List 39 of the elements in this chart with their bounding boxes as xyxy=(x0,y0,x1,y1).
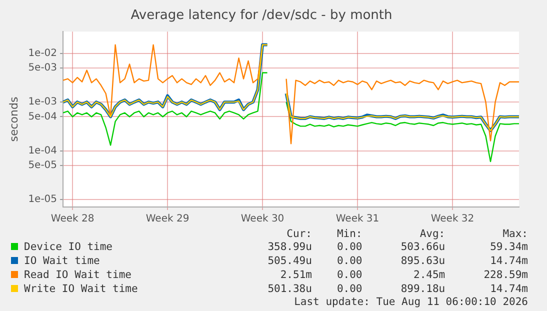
text: 899.18u xyxy=(400,282,446,296)
legend-label: IO Wait time xyxy=(24,255,100,267)
y-tick-label: 5e-04 xyxy=(28,111,58,122)
text: 0.00 xyxy=(336,254,364,268)
x-tick-label: Week 32 xyxy=(430,214,474,225)
y-tick-label: 1e-05 xyxy=(28,194,58,206)
y-tick-label: 5e-03 xyxy=(28,62,58,74)
text: 0.00 xyxy=(336,240,364,254)
text: 14.74m xyxy=(489,254,529,268)
x-tick-label: Week 29 xyxy=(146,214,190,225)
text: 503.66u xyxy=(400,240,446,254)
chart-title: Average latency for /dev/sdc - by month xyxy=(130,8,392,24)
x-tick-label: Week 30 xyxy=(240,214,284,225)
legend-label: Device IO time xyxy=(24,241,113,253)
y-tick-label: 1e-04 xyxy=(28,145,58,156)
text: 228.59m xyxy=(482,268,529,282)
text: 358.99u xyxy=(266,240,313,254)
text: 2.51m xyxy=(279,268,313,282)
text: Cur: xyxy=(286,228,313,240)
y-tick-label: 1e-03 xyxy=(28,96,58,108)
text: 895.63u xyxy=(400,254,446,268)
text: 0.00 xyxy=(336,268,364,282)
text: Avg: xyxy=(418,228,446,240)
text: 2.45m xyxy=(412,268,446,282)
y-tick-label: 1e-02 xyxy=(28,48,58,59)
text: 505.49u xyxy=(266,254,313,268)
text: Max: xyxy=(502,228,529,240)
y-tick-label: 5e-05 xyxy=(28,160,58,172)
legend-label: Write IO Wait time xyxy=(24,283,138,295)
x-tick-label: Week 28 xyxy=(50,214,94,225)
text: Last update: Tue Aug 11 06:00:10 2026 xyxy=(293,296,529,309)
text: 0.00 xyxy=(336,282,364,296)
text: 14.74m xyxy=(489,282,529,296)
x-tick-label: Week 31 xyxy=(336,214,380,225)
text: 59.34m xyxy=(489,240,529,254)
y-axis-title: seconds xyxy=(7,96,20,142)
text: 501.38u xyxy=(266,282,313,296)
text: Min: xyxy=(336,228,364,240)
legend-label: Read IO Wait time xyxy=(24,269,132,281)
